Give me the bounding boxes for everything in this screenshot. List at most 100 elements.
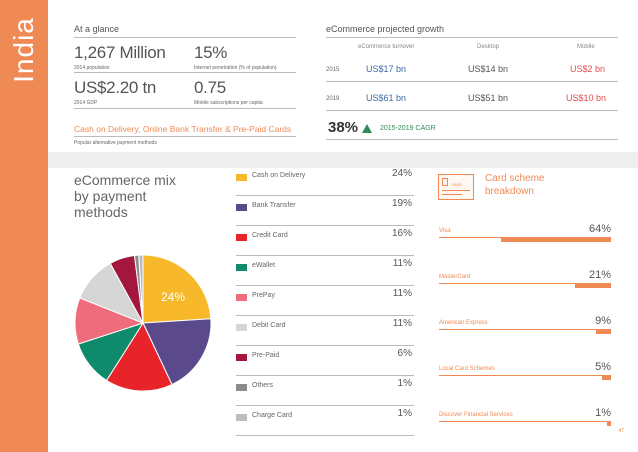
cagr-value: 38% <box>328 119 359 136</box>
card-scheme-pct: 5% <box>595 361 611 373</box>
growth-mobile-value: US$10 bn <box>566 93 607 103</box>
up-arrow-icon <box>362 124 372 133</box>
card-scheme-bar <box>574 283 611 288</box>
legend-value: 11% <box>392 258 412 269</box>
internet-penetration-label: Internet penetration (% of population) <box>194 65 277 71</box>
country-title: India <box>8 17 39 83</box>
legend-label: Others <box>252 382 274 389</box>
pie-slice <box>142 254 212 324</box>
legend-value: 16% <box>391 228 412 239</box>
payment-mix-pie: 24% <box>74 254 212 392</box>
internet-penetration-value: 15% <box>194 43 228 62</box>
card-scheme-bar <box>500 237 611 242</box>
card-scheme-row: Local Card Schemes 5% <box>439 346 611 376</box>
card-icon: CARD <box>438 174 474 200</box>
legend-swatch <box>236 204 247 211</box>
legend-label: PrePay <box>252 292 275 299</box>
divider-line <box>74 136 296 137</box>
pie-slice <box>138 254 144 324</box>
legend-item: Cash on Delivery 24% <box>236 166 414 196</box>
pie-slice <box>142 318 212 386</box>
mobile-subscriptions-label: Mobile subscriptions per capita <box>194 100 263 106</box>
card-scheme-bar <box>602 375 611 380</box>
growth-mobile-value: US$2 bn <box>570 64 606 74</box>
population-label: 2014 population <box>74 65 110 71</box>
card-scheme-pct: 9% <box>595 315 611 327</box>
card-scheme-pct: 1% <box>595 407 611 419</box>
cagr-label: 2015-2019 CAGR <box>380 125 436 132</box>
divider-line <box>326 110 618 111</box>
growth-year: 2019 <box>326 96 340 102</box>
card-scheme-row: MasterCard 21% <box>439 254 611 284</box>
legend-value: 1% <box>397 408 412 419</box>
card-scheme-label: Visa <box>439 228 451 234</box>
legend-item: Debit Card 11% <box>236 316 414 346</box>
legend-label: Pre-Paid <box>252 352 280 359</box>
section-divider <box>48 152 638 168</box>
legend-item: Pre-Paid 6% <box>236 346 414 376</box>
divider-line <box>74 72 296 73</box>
growth-heading: eCommerce projected growth <box>326 24 445 34</box>
card-scheme-row: Discover Financial Services 1% <box>439 392 611 422</box>
legend-swatch <box>236 324 247 331</box>
legend-value: 11% <box>392 288 412 299</box>
side-band: India <box>0 0 48 452</box>
legend-value: 6% <box>397 348 412 359</box>
payment-mix-title: eCommerce mix by payment methods <box>74 172 176 220</box>
legend-value: 19% <box>391 198 412 209</box>
payment-methods-caption: Popular alternative payment methods <box>74 140 157 146</box>
legend-item: eWallet 11% <box>236 256 414 286</box>
payment-methods-text: Cash on Delivery, Online Bank Transfer &… <box>74 124 292 134</box>
legend-swatch <box>236 234 247 241</box>
divider-line <box>326 37 618 38</box>
legend-item: Credit Card 16% <box>236 226 414 256</box>
legend-label: eWallet <box>252 262 276 269</box>
legend-item: Charge Card 1% <box>236 406 414 436</box>
mobile-subscriptions-value: 0.75 <box>194 78 226 97</box>
growth-col-desktop: Desktop <box>477 44 500 50</box>
divider-line <box>326 81 618 82</box>
card-scheme-label: Local Card Schemes <box>439 366 495 372</box>
legend-value: 1% <box>397 378 412 389</box>
card-scheme-row: American Express 9% <box>439 300 611 330</box>
legend-value: 11% <box>392 318 412 329</box>
growth-turnover-value: US$17 bn <box>366 64 407 74</box>
divider-line <box>326 139 618 140</box>
card-scheme-pct: 64% <box>588 223 611 235</box>
legend-label: Charge Card <box>252 412 293 419</box>
pie-highlight-label: 24% <box>161 290 185 304</box>
card-scheme-bar <box>595 329 611 334</box>
divider-line <box>74 37 296 38</box>
pie-slice <box>105 321 173 392</box>
card-scheme-bar <box>607 421 611 426</box>
card-scheme-row: Visa 64% <box>439 208 611 238</box>
legend-swatch <box>236 384 247 391</box>
growth-col-turnover: eCommerce turnover <box>358 44 415 50</box>
population-value: 1,267 Million <box>74 43 166 62</box>
growth-desktop-value: US$51 bn <box>468 93 509 103</box>
card-scheme-pct: 21% <box>588 269 611 281</box>
legend-value: 24% <box>391 168 412 179</box>
legend-label: Debit Card <box>252 322 286 329</box>
gdp-label: 2014 GDP <box>74 100 98 106</box>
legend-label: Credit Card <box>252 232 288 239</box>
growth-year: 2015 <box>326 67 340 73</box>
legend-swatch <box>236 264 247 271</box>
at-a-glance-heading: At a glance <box>74 24 120 34</box>
legend-swatch <box>236 414 247 421</box>
legend-item: Bank Transfer 19% <box>236 196 414 226</box>
legend-swatch <box>236 294 247 301</box>
card-scheme-label: Discover Financial Services <box>439 412 513 418</box>
growth-desktop-value: US$14 bn <box>468 64 509 74</box>
legend-label: Cash on Delivery <box>252 172 306 179</box>
page-number: 47 <box>618 428 624 434</box>
gdp-value: US$2.20 tn <box>74 78 157 97</box>
divider-line <box>74 108 296 109</box>
legend-item: PrePay 11% <box>236 286 414 316</box>
growth-turnover-value: US$61 bn <box>366 93 407 103</box>
legend-item: Others 1% <box>236 376 414 406</box>
card-scheme-label: American Express <box>439 320 488 326</box>
card-scheme-label: MasterCard <box>439 274 471 280</box>
growth-col-mobile: Mobile <box>577 44 595 50</box>
card-scheme-title: Card scheme breakdown <box>485 173 545 197</box>
